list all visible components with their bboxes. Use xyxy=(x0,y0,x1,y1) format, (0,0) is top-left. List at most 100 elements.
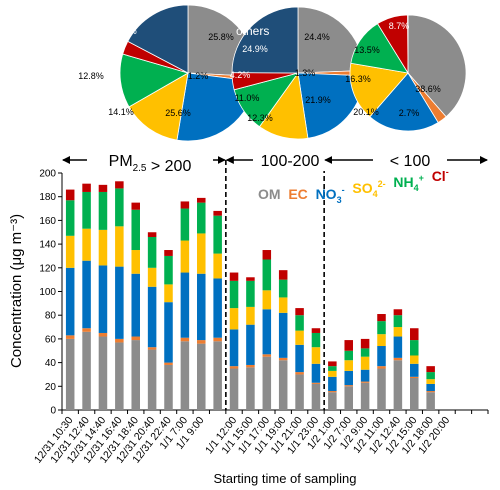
bar-segment-so xyxy=(147,267,157,287)
bar-segment-nh xyxy=(278,279,288,298)
bar-segment-ec xyxy=(197,340,206,344)
pie-slice-om xyxy=(407,14,467,118)
bar-segment-cl xyxy=(262,250,272,260)
bar-segment-nh xyxy=(164,255,173,285)
bar-segment-ec xyxy=(377,366,386,369)
bar-segment-ec xyxy=(328,391,337,393)
bar-segment-nh xyxy=(147,236,157,268)
pie-slice-label: 13.5% xyxy=(354,45,380,55)
bar-segment-no xyxy=(295,344,304,373)
bar-segment-no xyxy=(377,346,386,367)
bar-segment-no xyxy=(213,278,222,338)
bar-segment-nh xyxy=(229,280,239,309)
bar-segment-ec xyxy=(82,328,91,332)
bar-segment-cl xyxy=(180,201,190,209)
pie-slice-label: 2.7% xyxy=(399,108,420,118)
bar-segment-om xyxy=(197,343,206,410)
bar-segment-ec xyxy=(115,338,124,343)
bar-segment-no xyxy=(344,370,353,386)
bar-segment-so xyxy=(311,347,321,364)
bar-segment-nh xyxy=(98,191,108,230)
y-tick-label: 40 xyxy=(45,358,57,369)
bar-segment-om xyxy=(246,367,255,410)
bar-segment-nh xyxy=(246,280,255,307)
bar-segment-nh xyxy=(393,315,403,328)
bar-segment-no xyxy=(115,266,124,339)
bar-segment-nh xyxy=(65,200,75,236)
bar-segment-ec xyxy=(147,347,157,350)
pie-slice-label: 16.3% xyxy=(345,74,371,84)
y-axis-label: Concentration (μg m⁻³) xyxy=(8,214,25,368)
bar-segment-om xyxy=(164,364,173,410)
bar-segment-nh xyxy=(328,366,337,371)
y-tick-label: 160 xyxy=(39,216,56,227)
bar-segment-no xyxy=(131,273,140,337)
bar-segment-so xyxy=(229,308,239,330)
pie-charts: 25.8% 1.2% 25.6% 14.1% 12.8% 3.2% 17.3% 24.4% 1.… xyxy=(78,4,467,142)
bar-segment-om xyxy=(360,382,370,410)
bar-segment-cl xyxy=(147,232,157,237)
bar-segment-ec xyxy=(180,337,190,342)
bar-segment-om xyxy=(180,341,190,410)
pie-slice-label: 24.9% xyxy=(242,44,268,54)
bar-segment-so xyxy=(213,253,222,279)
pie-slice-label: 11.0% xyxy=(235,93,260,103)
group-label-bg xyxy=(87,149,213,171)
bar-segment-so xyxy=(180,240,190,273)
bar-segment-om xyxy=(377,368,386,410)
bar-segment-ec xyxy=(311,382,321,384)
pie-chart: 24.4% 1.3% 21.9% 12.3% 11.0% 4.2% 24.9% others xyxy=(230,6,365,140)
bar-segment-nh xyxy=(197,202,206,234)
bar-segment-so xyxy=(295,330,304,345)
y-tick-label: 120 xyxy=(39,263,56,274)
bar-segment-so xyxy=(278,297,288,313)
bar-segment-nh xyxy=(131,209,140,251)
bar-segment-no xyxy=(82,260,91,329)
bar-segment-so xyxy=(328,370,337,377)
bar-segment-om xyxy=(328,392,337,410)
bar-segment-om xyxy=(213,341,222,410)
bar-segment-nh xyxy=(213,215,222,254)
bar-segment-om xyxy=(393,360,403,410)
bar-segment-om xyxy=(426,392,435,410)
bar-segment-cl xyxy=(197,197,206,203)
bar-segment-so xyxy=(65,235,75,268)
pie-slice-label: 3.2% xyxy=(89,49,110,59)
bar-segment-ec xyxy=(360,381,370,383)
pie-slice-label: 14.1% xyxy=(108,107,134,117)
bar-segment-so xyxy=(98,229,108,266)
y-tick-label: 200 xyxy=(39,169,56,180)
bar-segment-no xyxy=(426,383,435,392)
bar-segment-so xyxy=(426,379,435,384)
bar-segment-no xyxy=(164,302,173,363)
pie-slice-label: 17.3% xyxy=(111,26,137,36)
pie-slice-so42 xyxy=(128,72,189,141)
bar-segment-nh xyxy=(115,188,124,227)
bar-segment-cl xyxy=(115,181,124,189)
bar-segment-ec xyxy=(246,364,255,368)
bar-segment-nh xyxy=(180,208,190,241)
pie-slice-label: 12.3% xyxy=(247,113,273,123)
legend-entries: OM EC NO3- SO42- NH4+ Cl- xyxy=(258,167,449,205)
bar-segment-om xyxy=(278,360,288,410)
legend-entry-ec: EC xyxy=(281,186,308,202)
legend-entry-om: OM xyxy=(258,186,281,202)
bar-segment-nh xyxy=(295,315,304,331)
bar-segment-so xyxy=(262,290,272,310)
bar-segment-cl xyxy=(229,272,239,281)
bar-segment-no xyxy=(229,329,239,367)
bar-segment-no xyxy=(98,265,108,333)
bar-segment-so xyxy=(344,360,353,371)
bar-segment-cl xyxy=(213,210,222,216)
bar-segment-nh xyxy=(344,350,353,361)
pie-slice-label: 12.8% xyxy=(78,71,104,81)
legend-entry-cl: Cl xyxy=(424,168,446,184)
bar-segment-no xyxy=(65,267,75,336)
bar-segment-so xyxy=(82,228,91,261)
group-label-bg xyxy=(253,149,327,171)
bar-segment-ec xyxy=(344,385,353,387)
bar-segment-no xyxy=(197,273,206,341)
bar-segment-om xyxy=(344,386,353,410)
bar-segment-nh xyxy=(410,340,419,356)
bar-segment-cl xyxy=(410,328,419,341)
